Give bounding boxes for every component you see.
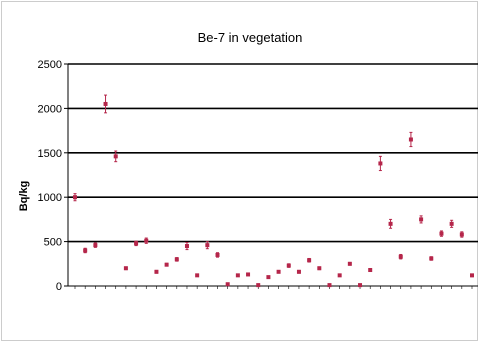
marker [317,266,322,271]
marker [307,258,312,263]
marker [459,232,464,237]
y-tick-labels: 0 500 1000 1500 2000 2500 [38,59,62,293]
data-point [154,269,159,274]
data-point [103,94,108,114]
data-point [347,261,352,266]
data-point [246,272,251,277]
marker [327,283,332,288]
data-point [113,150,118,163]
marker [296,269,301,274]
data-point [429,256,434,261]
data-point [174,257,179,262]
data-point [368,268,373,273]
data-point [307,257,312,263]
data-point [144,237,149,244]
marker [470,273,474,278]
data-point [205,241,210,250]
marker [286,263,291,268]
marker [93,243,98,248]
data-point [419,215,424,224]
marker [378,161,383,166]
data-point [123,266,128,271]
marker [195,273,200,278]
y-tick-label: 0 [56,281,62,293]
marker [276,269,281,274]
marker [123,266,128,271]
marker [174,257,179,262]
data-point [276,269,281,274]
marker [225,282,230,287]
data-point [470,273,474,278]
data-point [83,247,88,254]
y-tick-label: 2000 [38,103,62,115]
marker [215,252,220,257]
marker [205,243,210,248]
data-point [256,283,261,288]
y-tick-label: 500 [44,237,62,249]
data-point [296,269,301,274]
marker [337,273,342,278]
marker [246,272,251,277]
marker [368,268,373,273]
y-tick-label: 2500 [38,59,62,71]
data-point [93,242,98,248]
y-axis-label: Bq/kg [18,181,30,212]
marker [164,262,169,267]
marker [439,231,444,236]
marker [154,269,159,274]
marker [103,101,108,106]
data-point [408,131,413,148]
data-point [184,241,189,251]
marker [347,261,352,266]
y-tick-label: 1500 [38,148,62,160]
data-point [266,275,271,280]
marker [184,244,189,249]
marker [419,217,424,222]
marker [134,241,139,246]
data-point [439,230,444,237]
data-point [225,282,230,287]
gridlines [68,63,478,243]
data-point [164,262,169,267]
data-points [73,94,474,288]
data-point [195,273,200,278]
marker [398,254,403,259]
marker [256,283,261,288]
data-point [327,283,332,288]
data-point [378,155,383,172]
data-point [398,253,403,260]
marker [113,154,118,159]
marker [235,273,240,278]
marker [266,275,271,280]
data-point [215,252,220,258]
data-point [388,218,393,229]
marker [408,137,413,142]
marker [388,221,393,226]
data-point [286,263,291,268]
marker [83,248,88,253]
data-point [134,240,139,247]
data-point [358,283,363,288]
data-point [73,193,77,202]
data-point [337,273,342,278]
chart-title: Be-7 in vegetation [198,30,303,45]
data-point [459,231,464,238]
data-point [235,273,240,278]
marker [449,221,454,226]
marker [429,256,434,261]
y-tick-label: 1000 [38,192,62,204]
marker [358,283,363,288]
marker [144,238,149,243]
data-point [449,219,454,228]
marker [73,195,77,200]
data-point [317,266,322,271]
